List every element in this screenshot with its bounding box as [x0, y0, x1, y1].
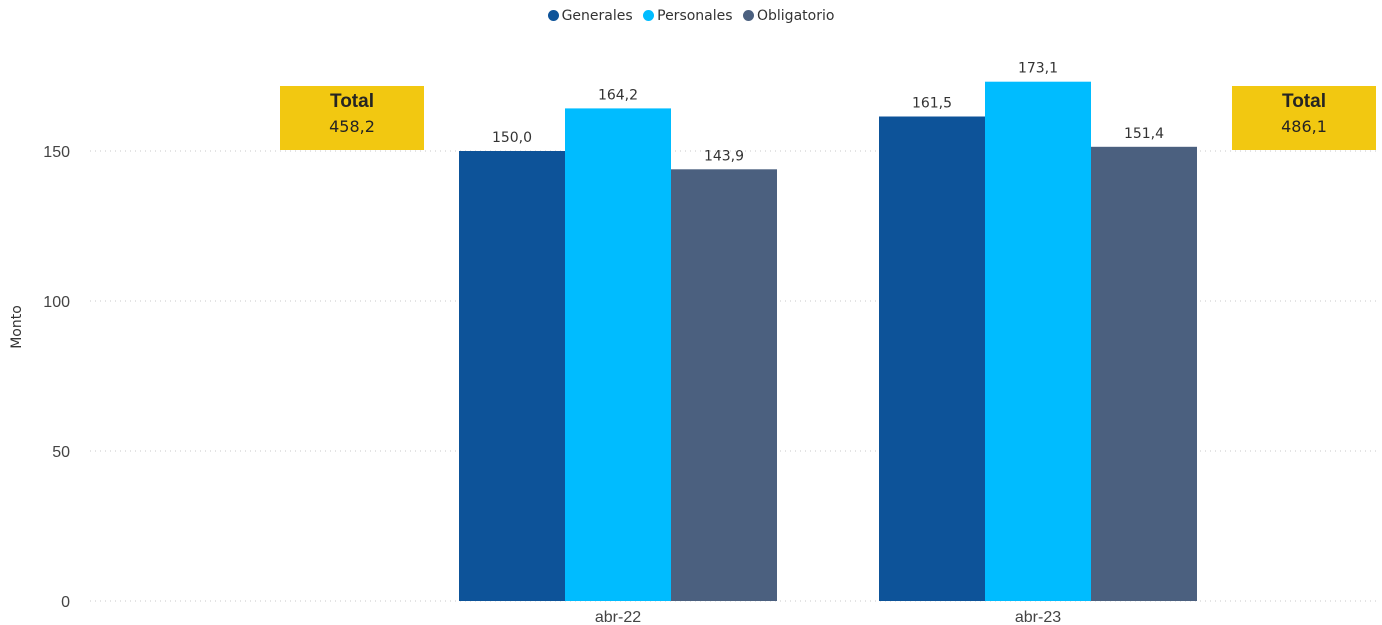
- total-card-title: Total: [330, 91, 374, 112]
- legend-label-personales: Personales: [657, 8, 733, 24]
- legend-item-personales[interactable]: Personales: [643, 8, 733, 24]
- legend-dot-obligatorio: [743, 10, 754, 21]
- total-card-abr-23: Total 486,1: [1232, 86, 1376, 150]
- legend-dot-personales: [643, 10, 655, 21]
- total-card-value: 486,1: [1281, 117, 1327, 136]
- total-card-title: Total: [1282, 91, 1326, 112]
- y-tick-label: 100: [43, 294, 70, 311]
- data-label: 173,1: [1018, 61, 1058, 77]
- data-label: 151,4: [1124, 126, 1164, 142]
- bar: [1091, 146, 1197, 602]
- legend-item-generales[interactable]: Generales: [547, 8, 633, 24]
- legend-item-obligatorio[interactable]: Obligatorio: [743, 8, 834, 24]
- bar: [565, 108, 671, 602]
- y-tick-label: 150: [43, 144, 70, 161]
- data-label: 161,5: [912, 96, 952, 112]
- data-label: 164,2: [598, 87, 638, 103]
- x-tick-label: abr-23: [1015, 609, 1061, 625]
- legend-dot-generales: [547, 10, 559, 21]
- bar: [985, 81, 1091, 601]
- data-label: 150,0: [492, 130, 532, 146]
- x-tick-label: abr-22: [595, 609, 641, 625]
- bar: [459, 151, 565, 601]
- legend-label-generales: Generales: [561, 8, 633, 24]
- y-tick-label: 0: [61, 594, 70, 611]
- legend-label-obligatorio: Obligatorio: [757, 8, 835, 24]
- total-card-value: 458,2: [329, 117, 375, 136]
- chart-legend: Generales Personales Obligatorio: [0, 8, 1382, 24]
- total-card-abr-22: Total 458,2: [280, 86, 424, 150]
- bar: [671, 169, 777, 602]
- y-tick-label: 50: [52, 444, 70, 461]
- data-label: 143,9: [704, 148, 744, 164]
- bar: [879, 116, 985, 601]
